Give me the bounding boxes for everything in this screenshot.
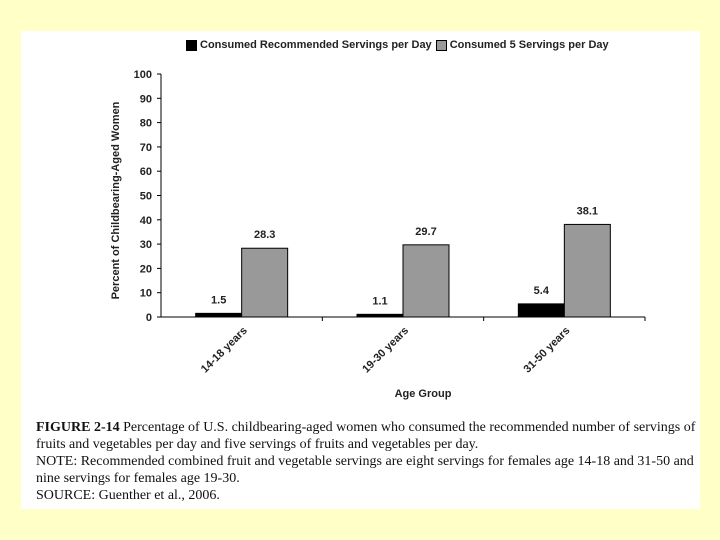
figure-caption: FIGURE 2-14 Percentage of U.S. childbear… [36, 419, 696, 504]
figure-source: SOURCE: Guenther et al., 2006. [36, 488, 220, 503]
y-tick-label: 80 [140, 118, 152, 130]
caption-main: FIGURE 2-14 Percentage of U.S. childbear… [36, 419, 696, 453]
y-tick-label: 40 [140, 215, 152, 227]
data-label: 5.4 [534, 285, 550, 297]
bar [356, 313, 404, 318]
legend-item-five-servings: Consumed 5 Servings per Day [435, 39, 609, 51]
data-label: 1.1 [372, 295, 387, 307]
figure-panel: Consumed Recommended Servings per Day Co… [21, 31, 700, 509]
legend-item-recommended: Consumed Recommended Servings per Day [186, 39, 432, 51]
x-tick-label: 14-18 years [199, 325, 250, 376]
legend-swatch-five-servings [435, 39, 447, 51]
y-tick-label: 60 [140, 166, 152, 178]
bar [241, 247, 289, 318]
bar [402, 244, 450, 318]
y-tick-label: 50 [140, 191, 152, 203]
bar [563, 223, 611, 318]
bar [517, 303, 565, 318]
bar-chart: 0 10 20 30 40 50 60 70 80 90 100 Percent of Childbe… [110, 69, 646, 400]
x-tick-label: 31-50 years [522, 325, 573, 376]
data-label: 38.1 [577, 205, 598, 217]
figure-label: FIGURE 2-14 [36, 420, 120, 435]
x-axis-title: Age Group [395, 388, 452, 400]
y-tick-label: 20 [140, 263, 152, 275]
chart-legend: Consumed Recommended Servings per Day Co… [186, 39, 613, 51]
data-label: 1.5 [211, 294, 226, 306]
y-tick-label: 70 [140, 142, 152, 154]
y-tick-label: 10 [140, 288, 152, 300]
y-tick-label: 0 [146, 312, 152, 324]
legend-swatch-recommended [186, 39, 197, 51]
legend-label-five-servings: Consumed 5 Servings per Day [449, 39, 609, 51]
data-label: 28.3 [254, 229, 275, 241]
figure-description: Percentage of U.S. childbearing-aged wom… [36, 420, 696, 452]
y-axis-title: Percent of Childbearing-Aged Women [110, 101, 122, 299]
y-tick-label: 100 [134, 69, 152, 81]
bar [195, 312, 243, 318]
x-tick-label: 19-30 years [360, 325, 411, 376]
legend-label-recommended: Consumed Recommended Servings per Day [200, 39, 432, 51]
figure-note: NOTE: Recommended combined fruit and veg… [36, 454, 694, 486]
y-tick-label: 90 [140, 93, 152, 105]
y-tick-label: 30 [140, 239, 152, 251]
data-label: 29.7 [415, 226, 436, 238]
